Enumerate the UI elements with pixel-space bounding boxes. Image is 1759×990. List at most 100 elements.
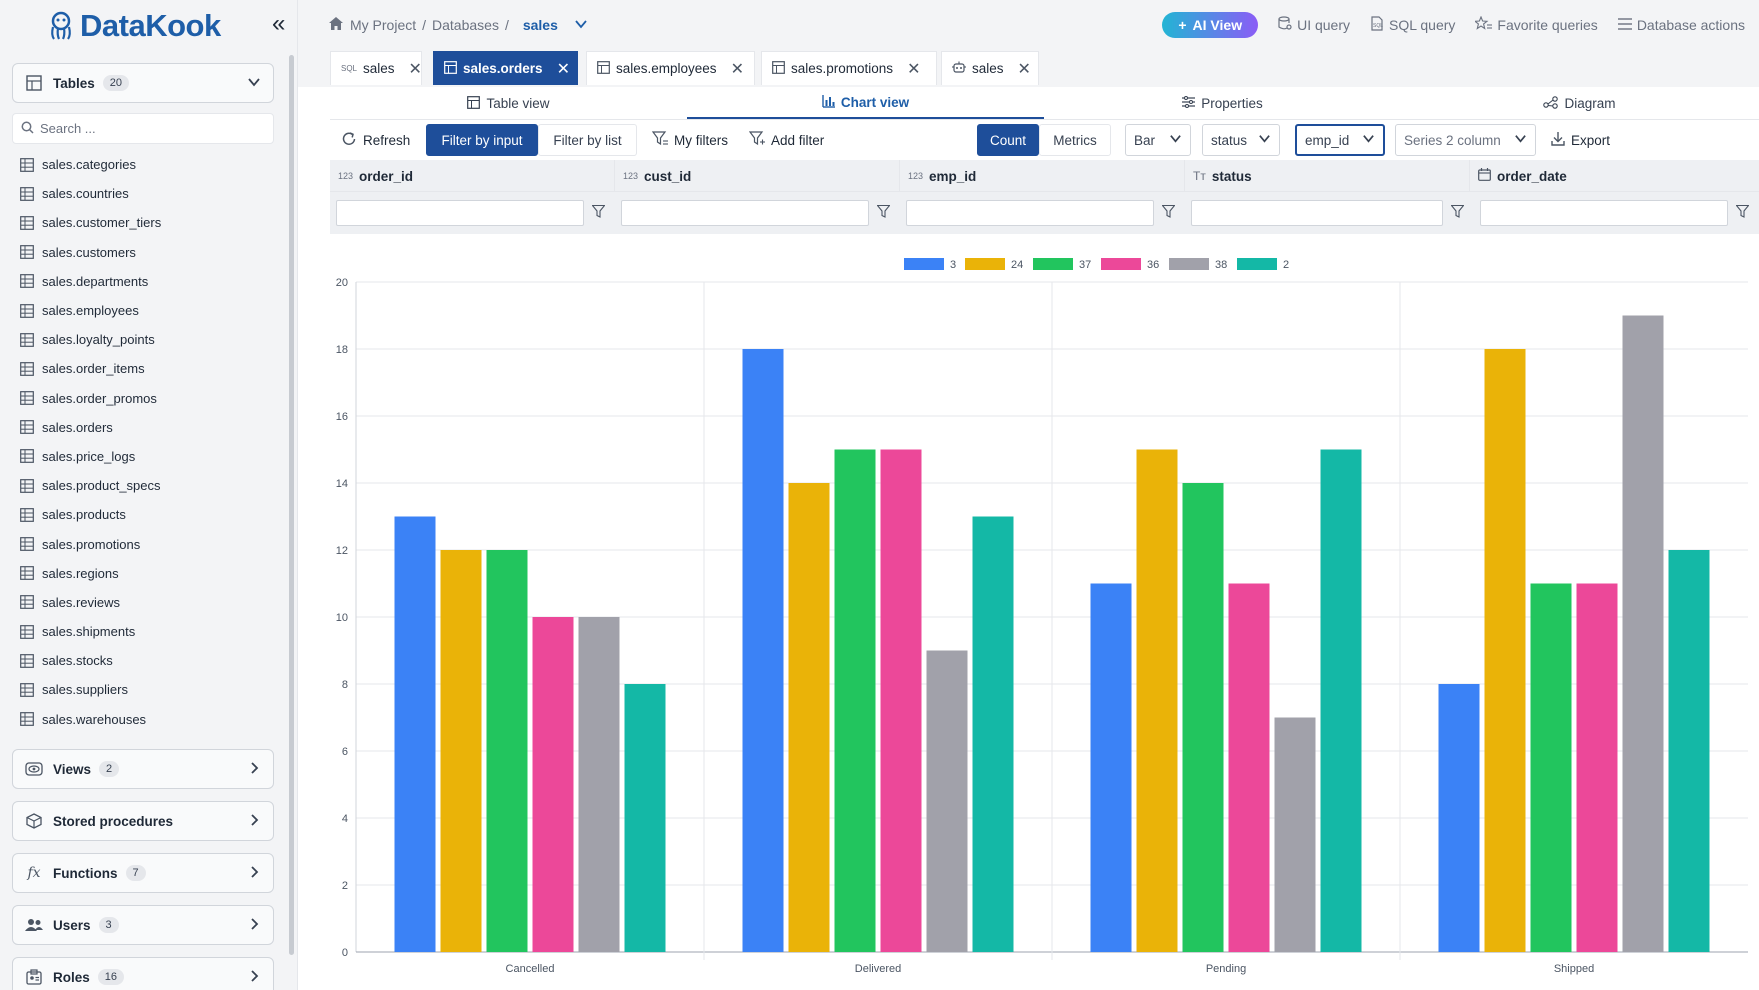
bar[interactable]: [624, 684, 666, 952]
breadcrumb-current-database[interactable]: sales: [522, 17, 558, 33]
chart-type-select[interactable]: Bar: [1125, 124, 1191, 156]
sidebar-table-item[interactable]: sales.categories: [20, 150, 270, 179]
bar[interactable]: [926, 650, 968, 953]
ai-view-button[interactable]: + AI View: [1162, 12, 1259, 38]
bar[interactable]: [532, 617, 574, 952]
functions-section-header[interactable]: fx Functions 7: [12, 853, 274, 893]
bar[interactable]: [1438, 684, 1480, 952]
filter-icon[interactable]: [1450, 204, 1465, 221]
column-header-order-date[interactable]: order_date: [1470, 160, 1759, 192]
bar[interactable]: [440, 550, 482, 952]
sidebar-scrollbar[interactable]: [289, 55, 294, 955]
order-id-filter-input[interactable]: [336, 200, 584, 226]
series2-column-select[interactable]: Series 2 column: [1395, 124, 1536, 156]
metrics-toggle[interactable]: Metrics: [1039, 124, 1111, 156]
series-column-select[interactable]: emp_id: [1295, 124, 1385, 156]
filter-icon[interactable]: [591, 204, 606, 221]
bar[interactable]: [1136, 449, 1178, 953]
filter-icon[interactable]: [1161, 204, 1176, 221]
sidebar-table-item[interactable]: sales.customers: [20, 238, 270, 267]
sidebar-table-item[interactable]: sales.stocks: [20, 646, 270, 675]
emp-id-filter-input[interactable]: [906, 200, 1154, 226]
tab-sales-ai[interactable]: sales ✕: [941, 51, 1039, 85]
legend-item[interactable]: 24: [965, 258, 1023, 271]
tab-sales-employees[interactable]: sales.employees ✕: [586, 51, 755, 85]
sidebar-table-item[interactable]: sales.order_promos: [20, 384, 270, 413]
close-icon[interactable]: ✕: [907, 60, 921, 78]
bar[interactable]: [1668, 550, 1710, 952]
sidebar-table-item[interactable]: sales.departments: [20, 267, 270, 296]
column-header-cust-id[interactable]: 123 cust_id: [615, 160, 900, 192]
database-actions-link[interactable]: Database actions: [1617, 17, 1745, 33]
bar[interactable]: [1484, 349, 1526, 952]
my-filters-button[interactable]: My filters: [641, 124, 739, 156]
bar[interactable]: [834, 449, 876, 953]
count-toggle[interactable]: Count: [977, 124, 1039, 156]
add-filter-button[interactable]: Add filter: [738, 124, 836, 156]
bar[interactable]: [880, 449, 922, 953]
favorite-queries-link[interactable]: Favorite queries: [1473, 15, 1598, 34]
bar[interactable]: [578, 617, 620, 952]
home-icon[interactable]: [328, 16, 344, 34]
bar[interactable]: [972, 516, 1014, 953]
x-column-select[interactable]: status: [1202, 124, 1280, 156]
sql-query-link[interactable]: SQL SQL query: [1370, 16, 1455, 34]
users-section-header[interactable]: Users 3: [12, 905, 274, 945]
tab-sales-promotions[interactable]: sales.promotions ✕: [761, 51, 937, 85]
bar[interactable]: [1320, 449, 1362, 953]
status-filter-input[interactable]: [1191, 200, 1443, 226]
bar[interactable]: [1228, 583, 1270, 953]
sidebar-table-item[interactable]: sales.customer_tiers: [20, 208, 270, 237]
chevron-down-icon[interactable]: [574, 17, 588, 34]
sidebar-table-item[interactable]: sales.product_specs: [20, 471, 270, 500]
tab-diagram[interactable]: Diagram: [1401, 88, 1758, 119]
sidebar-table-item[interactable]: sales.countries: [20, 179, 270, 208]
stored-procedures-section-header[interactable]: Stored procedures: [12, 801, 274, 841]
sidebar-table-item[interactable]: sales.reviews: [20, 588, 270, 617]
collapse-sidebar-icon[interactable]: «: [272, 10, 286, 37]
bar[interactable]: [742, 349, 784, 952]
column-header-status[interactable]: Tт status: [1185, 160, 1470, 192]
bar[interactable]: [1090, 583, 1132, 953]
column-header-order-id[interactable]: 123 order_id: [330, 160, 615, 192]
bar[interactable]: [1274, 717, 1316, 953]
tab-chart-view[interactable]: Chart view: [687, 88, 1044, 119]
sidebar-table-item[interactable]: sales.loyalty_points: [20, 325, 270, 354]
filter-icon[interactable]: [1735, 204, 1750, 221]
legend-item[interactable]: 38: [1169, 258, 1227, 271]
sidebar-table-item[interactable]: sales.suppliers: [20, 675, 270, 704]
views-section-header[interactable]: Views 2: [12, 749, 274, 789]
sidebar-table-item[interactable]: sales.warehouses: [20, 705, 270, 734]
sidebar-table-item[interactable]: sales.promotions: [20, 529, 270, 558]
sidebar-table-item[interactable]: sales.shipments: [20, 617, 270, 646]
sidebar-table-item[interactable]: sales.orders: [20, 413, 270, 442]
export-button[interactable]: Export: [1540, 124, 1622, 156]
bar[interactable]: [486, 550, 528, 952]
sidebar-table-item[interactable]: sales.price_logs: [20, 442, 270, 471]
cust-id-filter-input[interactable]: [621, 200, 869, 226]
tab-table-view[interactable]: Table view: [330, 88, 687, 119]
legend-item[interactable]: 37: [1033, 258, 1091, 271]
breadcrumb-databases[interactable]: Databases: [432, 17, 499, 33]
filter-by-list-button[interactable]: Filter by list: [538, 124, 637, 156]
bar[interactable]: [1622, 315, 1664, 953]
sidebar-table-item[interactable]: sales.employees: [20, 296, 270, 325]
sidebar-table-item[interactable]: sales.order_items: [20, 354, 270, 383]
sidebar-table-item[interactable]: sales.products: [20, 500, 270, 529]
sidebar-table-item[interactable]: sales.regions: [20, 559, 270, 588]
bar[interactable]: [1530, 583, 1572, 953]
bar[interactable]: [1576, 583, 1618, 953]
column-header-emp-id[interactable]: 123 emp_id: [900, 160, 1185, 192]
breadcrumb-project[interactable]: My Project: [350, 17, 417, 33]
tables-section-header[interactable]: Tables 20: [12, 63, 274, 103]
tab-properties[interactable]: Properties: [1044, 88, 1401, 119]
close-icon[interactable]: ✕: [408, 60, 422, 78]
legend-item[interactable]: 3: [904, 258, 956, 271]
close-icon[interactable]: ✕: [1017, 60, 1031, 78]
bar[interactable]: [1182, 483, 1224, 952]
filter-icon[interactable]: [876, 204, 891, 221]
filter-by-input-button[interactable]: Filter by input: [426, 124, 538, 156]
table-search-box[interactable]: [12, 113, 274, 144]
refresh-button[interactable]: Refresh: [330, 124, 422, 156]
app-logo[interactable]: DataKook: [48, 6, 221, 46]
